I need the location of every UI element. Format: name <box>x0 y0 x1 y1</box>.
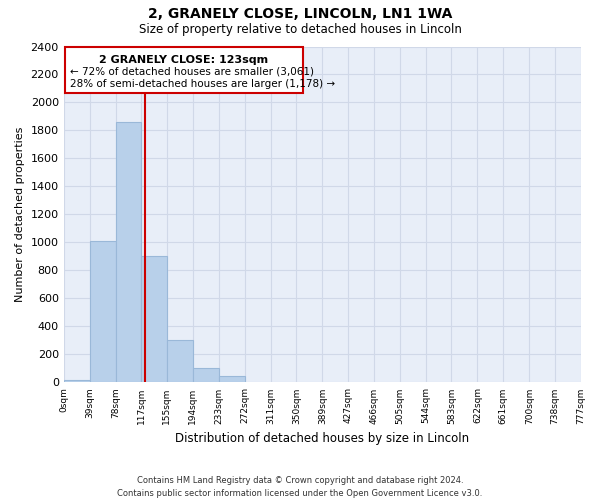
Text: 2, GRANELY CLOSE, LINCOLN, LN1 1WA: 2, GRANELY CLOSE, LINCOLN, LN1 1WA <box>148 8 452 22</box>
Bar <box>89 241 116 382</box>
Bar <box>193 368 218 382</box>
Bar <box>218 376 245 382</box>
FancyBboxPatch shape <box>65 47 303 94</box>
Text: ← 72% of detached houses are smaller (3,061): ← 72% of detached houses are smaller (3,… <box>70 67 314 77</box>
Text: 2 GRANELY CLOSE: 123sqm: 2 GRANELY CLOSE: 123sqm <box>100 55 269 65</box>
Y-axis label: Number of detached properties: Number of detached properties <box>15 127 25 302</box>
Bar <box>64 380 89 382</box>
Text: Size of property relative to detached houses in Lincoln: Size of property relative to detached ho… <box>139 22 461 36</box>
X-axis label: Distribution of detached houses by size in Lincoln: Distribution of detached houses by size … <box>175 432 469 445</box>
Text: 28% of semi-detached houses are larger (1,178) →: 28% of semi-detached houses are larger (… <box>70 80 335 90</box>
Bar <box>142 256 167 382</box>
Bar <box>167 340 193 382</box>
Text: Contains HM Land Registry data © Crown copyright and database right 2024.
Contai: Contains HM Land Registry data © Crown c… <box>118 476 482 498</box>
Bar <box>116 122 142 382</box>
